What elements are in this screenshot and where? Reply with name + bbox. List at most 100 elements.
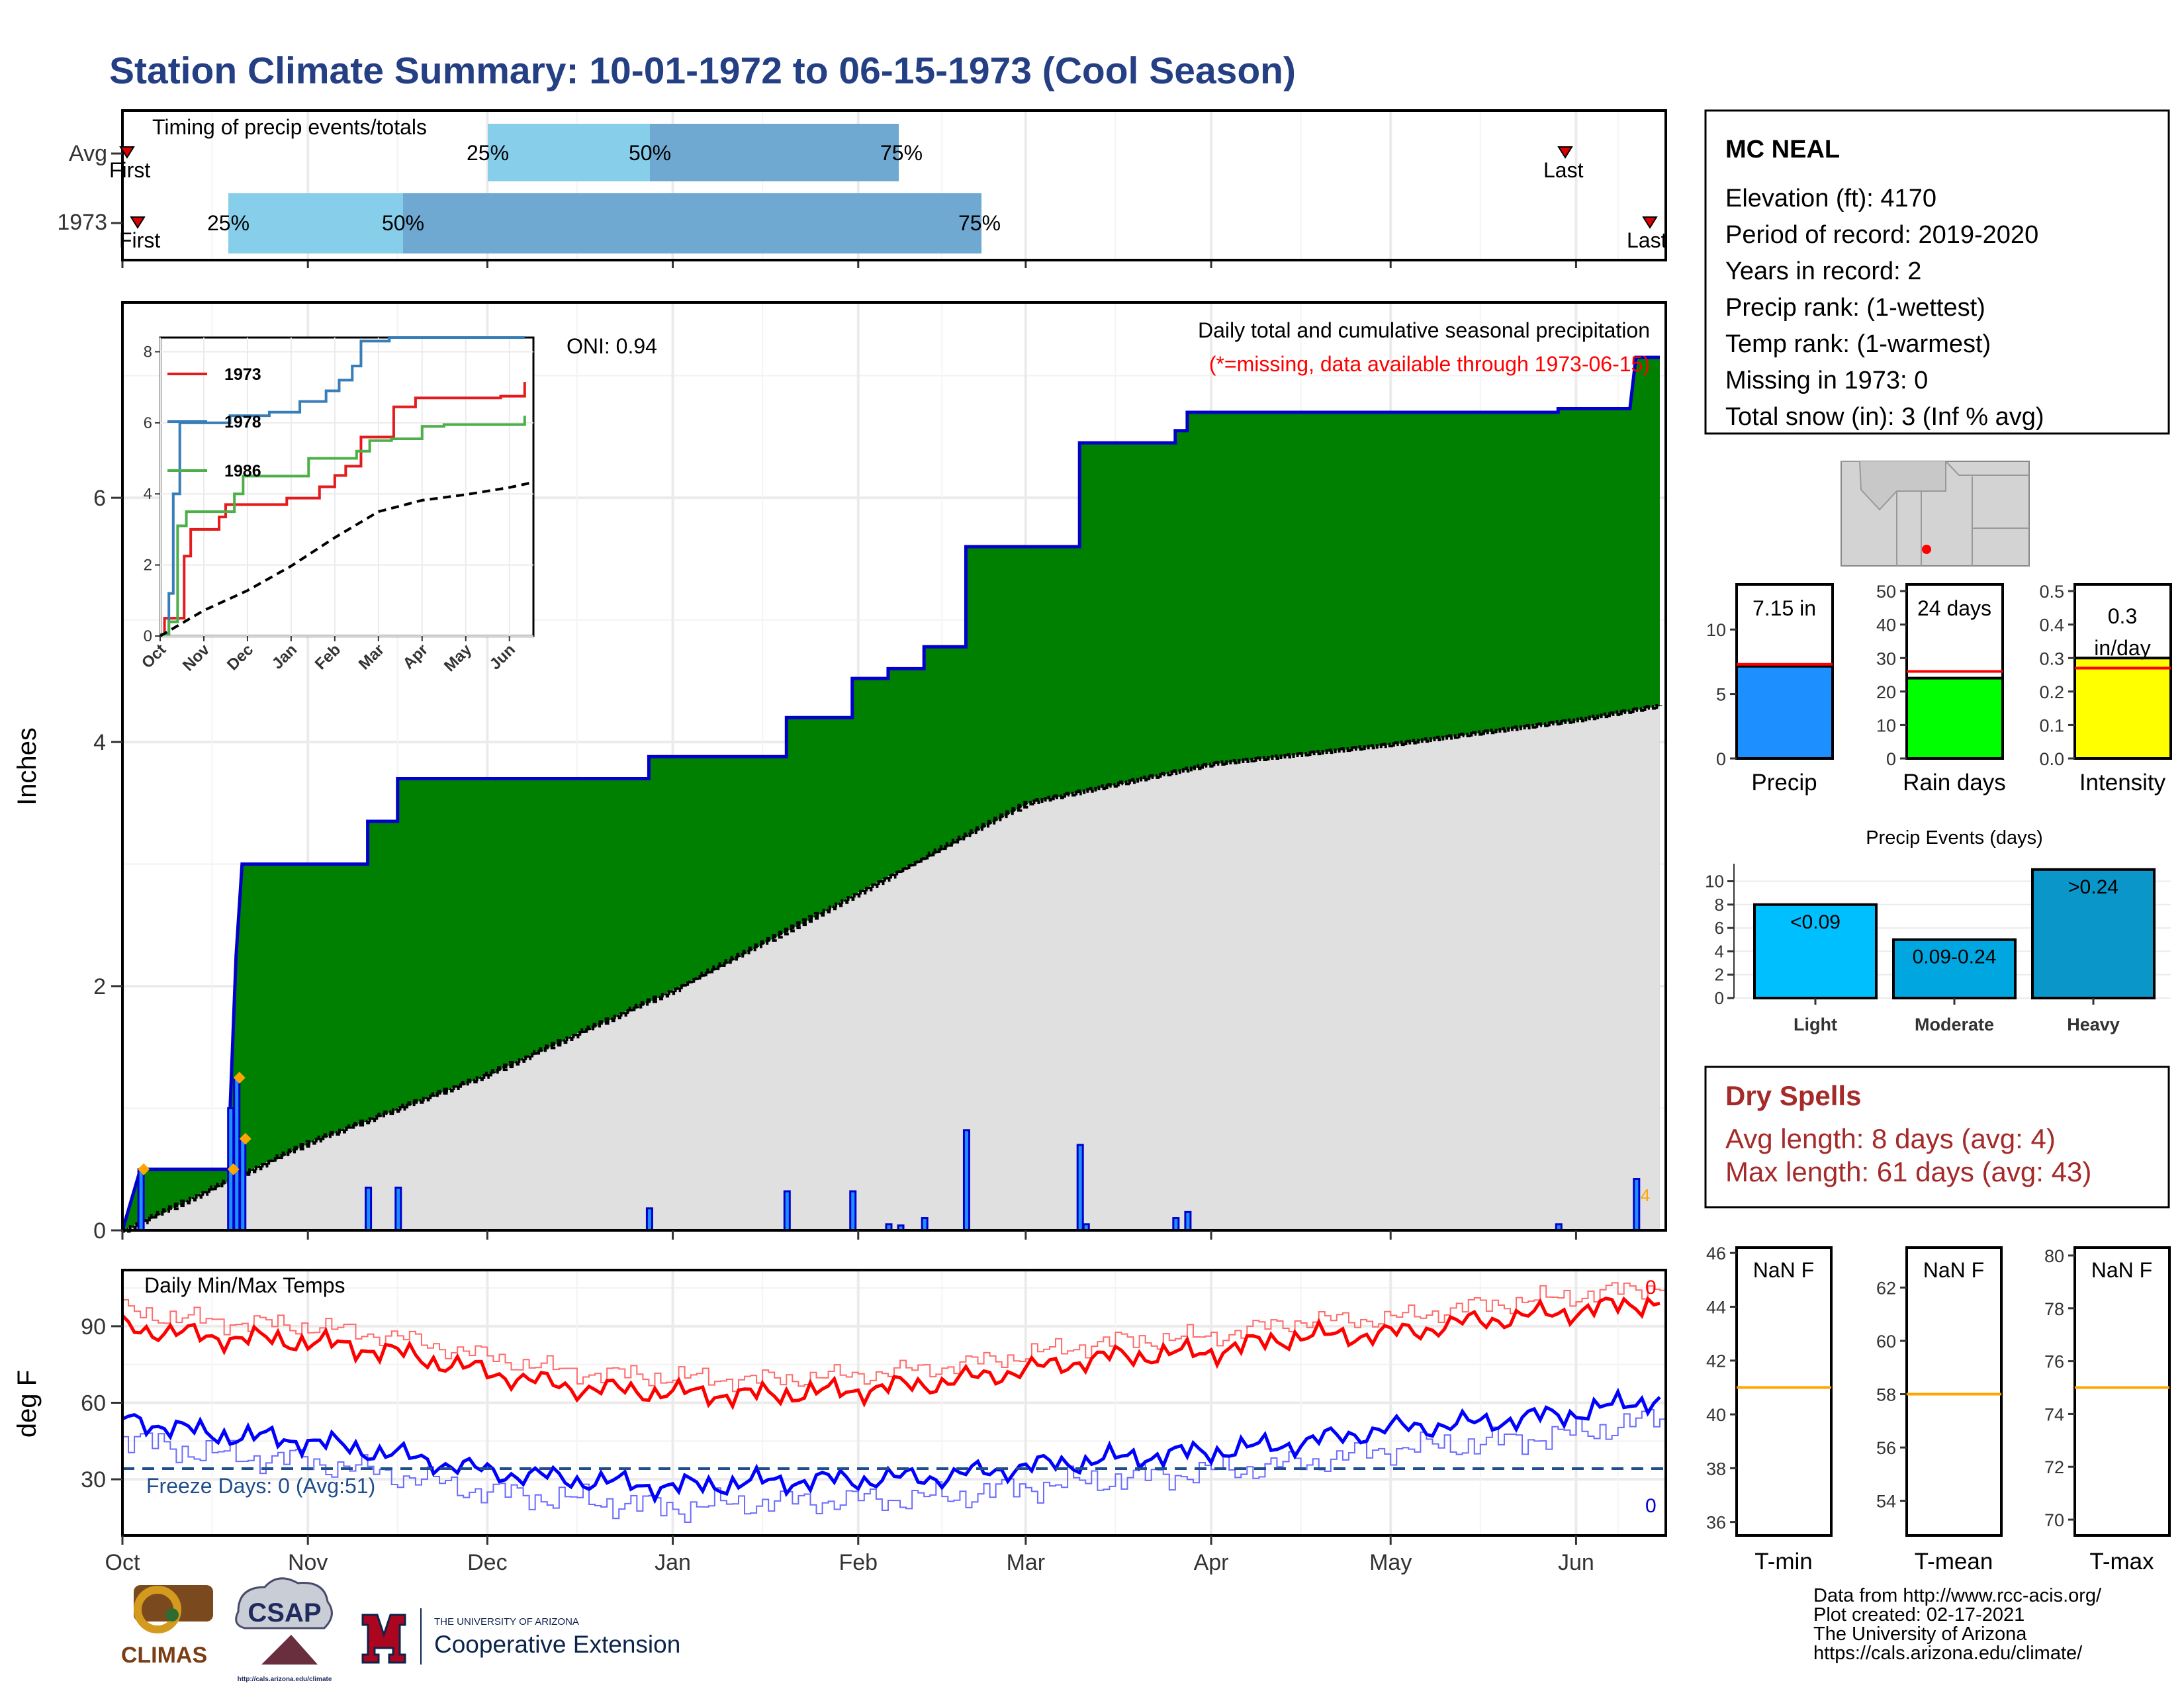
events-y-tick-label: 4 — [1715, 941, 1724, 961]
tmax-axis: 70 72 74 76 78 80 — [2044, 1246, 2075, 1530]
main-y-tick-label: 2 — [93, 974, 106, 999]
inset-legend-1978: 1978 — [224, 413, 261, 432]
events-y-tick-label: 8 — [1715, 895, 1724, 915]
inset-x-tick-label: Nov — [179, 641, 214, 675]
daily-precip-bar — [394, 1186, 402, 1232]
temp-x-tick-label: Nov — [288, 1550, 328, 1575]
mini-axis-tick-label: 78 — [2044, 1299, 2064, 1319]
mini-axis-tick-label: 0 — [1886, 749, 1896, 769]
timing-avg-p25: 25% — [467, 141, 509, 165]
csap-logo: CSAP http://cals.arizona.edu/climate — [235, 1577, 333, 1683]
tmin-label: T-min — [1754, 1549, 1813, 1575]
temp-x-tick-label: Jun — [1558, 1550, 1594, 1575]
rain-days-bar — [1905, 676, 2004, 760]
events-y-tick-label: 0 — [1715, 988, 1724, 1008]
average-cumulative-line — [122, 704, 1662, 1233]
timing-frame — [121, 109, 1667, 261]
temperature-chart: 30 60 90 Oct Nov Dec Jan Feb Mar Apr May Jun Daily… — [13, 1269, 1667, 1575]
mini-axis-tick-label: 40 — [1876, 616, 1896, 635]
inset-x-tick-label: Jan — [269, 641, 300, 672]
precip-event-bar-label: <0.09 — [1790, 911, 1841, 933]
station-precip-rank: Precip rank: (1-wettest) — [1725, 294, 1985, 322]
temperature-boxes: NaN F T-min 36 38 40 42 44 46 NaN F T-mean 54… — [1706, 1244, 2171, 1575]
freeze-days-label: Freeze Days: 0 (Avg:51) — [146, 1474, 375, 1498]
station-total-snow: Total snow (in): 3 (Inf % avg) — [1725, 403, 2044, 431]
snow-count-marker: 4 — [1641, 1185, 1650, 1205]
mini-axis-tick-label: 50 — [1876, 582, 1896, 602]
inset-legend-1986: 1986 — [224, 462, 261, 480]
station-name: MC NEAL — [1725, 136, 1840, 163]
dry-spells-title: Dry Spells — [1725, 1080, 1861, 1111]
mini-axis-tick-label: 0 — [1716, 749, 1726, 769]
inset-x-tick-label: May — [441, 641, 476, 676]
oni-value: ONI: 0.94 — [567, 334, 657, 358]
daily-precip-bar — [137, 1168, 145, 1232]
inset-legend: 1973 1978 1986 — [167, 365, 261, 480]
tmax-label: T-max — [2089, 1549, 2154, 1575]
precip-event-bar — [2031, 868, 2156, 999]
main-y-tick-label: 6 — [93, 486, 106, 511]
tmax-avg-line — [121, 1295, 1661, 1410]
daily-precip-bar — [1076, 1144, 1084, 1232]
precip-total-bar — [1735, 664, 1834, 760]
mini-axis-tick-label: 10 — [1706, 620, 1726, 640]
daily-precip-bar — [1633, 1178, 1641, 1232]
tmax-value: NaN F — [2091, 1258, 2152, 1282]
daily-precip-bar — [783, 1190, 791, 1232]
average-cumulative-area — [122, 705, 1660, 1230]
timing-avg-q2-bar — [650, 124, 899, 181]
tmean-label: T-mean — [1915, 1549, 1993, 1575]
station-temp-rank: Temp rank: (1-warmest) — [1725, 330, 1991, 358]
mini-axis-tick-label: 42 — [1706, 1351, 1726, 1371]
intensity-value-label-2: in/day — [2094, 636, 2150, 660]
precip-event-category: Heavy — [2067, 1015, 2120, 1034]
temp-x-tick-label: Jan — [655, 1550, 691, 1575]
timing-avg-q1-bar — [488, 124, 650, 181]
mini-axis-tick-label: 0.0 — [2039, 749, 2064, 769]
temp-y-tick-label: 30 — [81, 1467, 106, 1492]
tmin-box — [1735, 1246, 1833, 1537]
precip-event-bar-label: 0.09-0.24 — [1913, 946, 1997, 968]
tmean-axis: 54 56 58 60 62 — [1876, 1278, 1907, 1512]
tmean-box — [1905, 1246, 2003, 1537]
snow-marker — [239, 1132, 251, 1145]
station-elevation: Elevation (ft): 4170 — [1725, 185, 1936, 212]
timing-avg-last-label: Last — [1543, 158, 1584, 182]
mini-axis-tick-label: 38 — [1706, 1459, 1726, 1479]
intensity-value-label-1: 0.3 — [2108, 604, 2137, 628]
temp-y-tick-label: 60 — [81, 1391, 106, 1416]
tmin-axis: 36 38 40 42 44 46 — [1706, 1244, 1737, 1533]
timing-avg-last-marker — [1557, 146, 1573, 159]
mini-axis-tick-label: 20 — [1876, 682, 1896, 702]
mini-axis-tick-label: 54 — [1876, 1492, 1896, 1512]
inset-chart: 0 2 4 6 8 Oct Nov Dec Jan Feb Mar Apr May Jun 1973 1… — [138, 336, 535, 676]
csap-logo-text: CSAP — [248, 1598, 321, 1627]
inset-frame — [159, 336, 535, 637]
timing-row-avg: Avg — [69, 141, 107, 166]
max-count-label: 0 — [1645, 1277, 1657, 1299]
main-y-tick-label: 4 — [93, 730, 106, 755]
temp-x-tick-label: Feb — [839, 1550, 878, 1575]
mini-axis-tick-label: 76 — [2044, 1352, 2064, 1372]
timing-1973-last-marker — [1642, 216, 1658, 229]
mini-axis-tick-label: 0.5 — [2039, 582, 2064, 602]
inset-x-tick-label: Oct — [138, 641, 169, 672]
credit-url: https://cals.arizona.edu/climate/ — [1813, 1643, 2083, 1664]
precip-events-title: Precip Events (days) — [1866, 827, 2043, 848]
cumulative-precip-line — [120, 355, 1660, 1231]
timing-1973-first-label: First — [119, 228, 160, 252]
climas-logo: CLIMAS — [121, 1585, 213, 1668]
inset-x-tick-label: Dec — [224, 641, 257, 674]
inset-x-tick-label: Mar — [355, 641, 388, 673]
temp-y-tick-label: 90 — [81, 1314, 106, 1340]
timing-avg-p50: 50% — [629, 141, 671, 165]
timing-row-1973: 1973 — [57, 210, 107, 235]
main-chart-frame — [121, 301, 1667, 1232]
timing-avg-p75: 75% — [880, 141, 923, 165]
events-y-tick-label: 10 — [1705, 871, 1724, 891]
main-y-tick-label: 0 — [93, 1218, 106, 1244]
precip-axis: 0 5 10 — [1706, 620, 1737, 769]
events-y-tick-label: 2 — [1715, 965, 1724, 985]
temp-x-tick-label: Oct — [105, 1550, 140, 1575]
rain-days-axis: 0 10 20 30 40 50 — [1876, 582, 1907, 769]
